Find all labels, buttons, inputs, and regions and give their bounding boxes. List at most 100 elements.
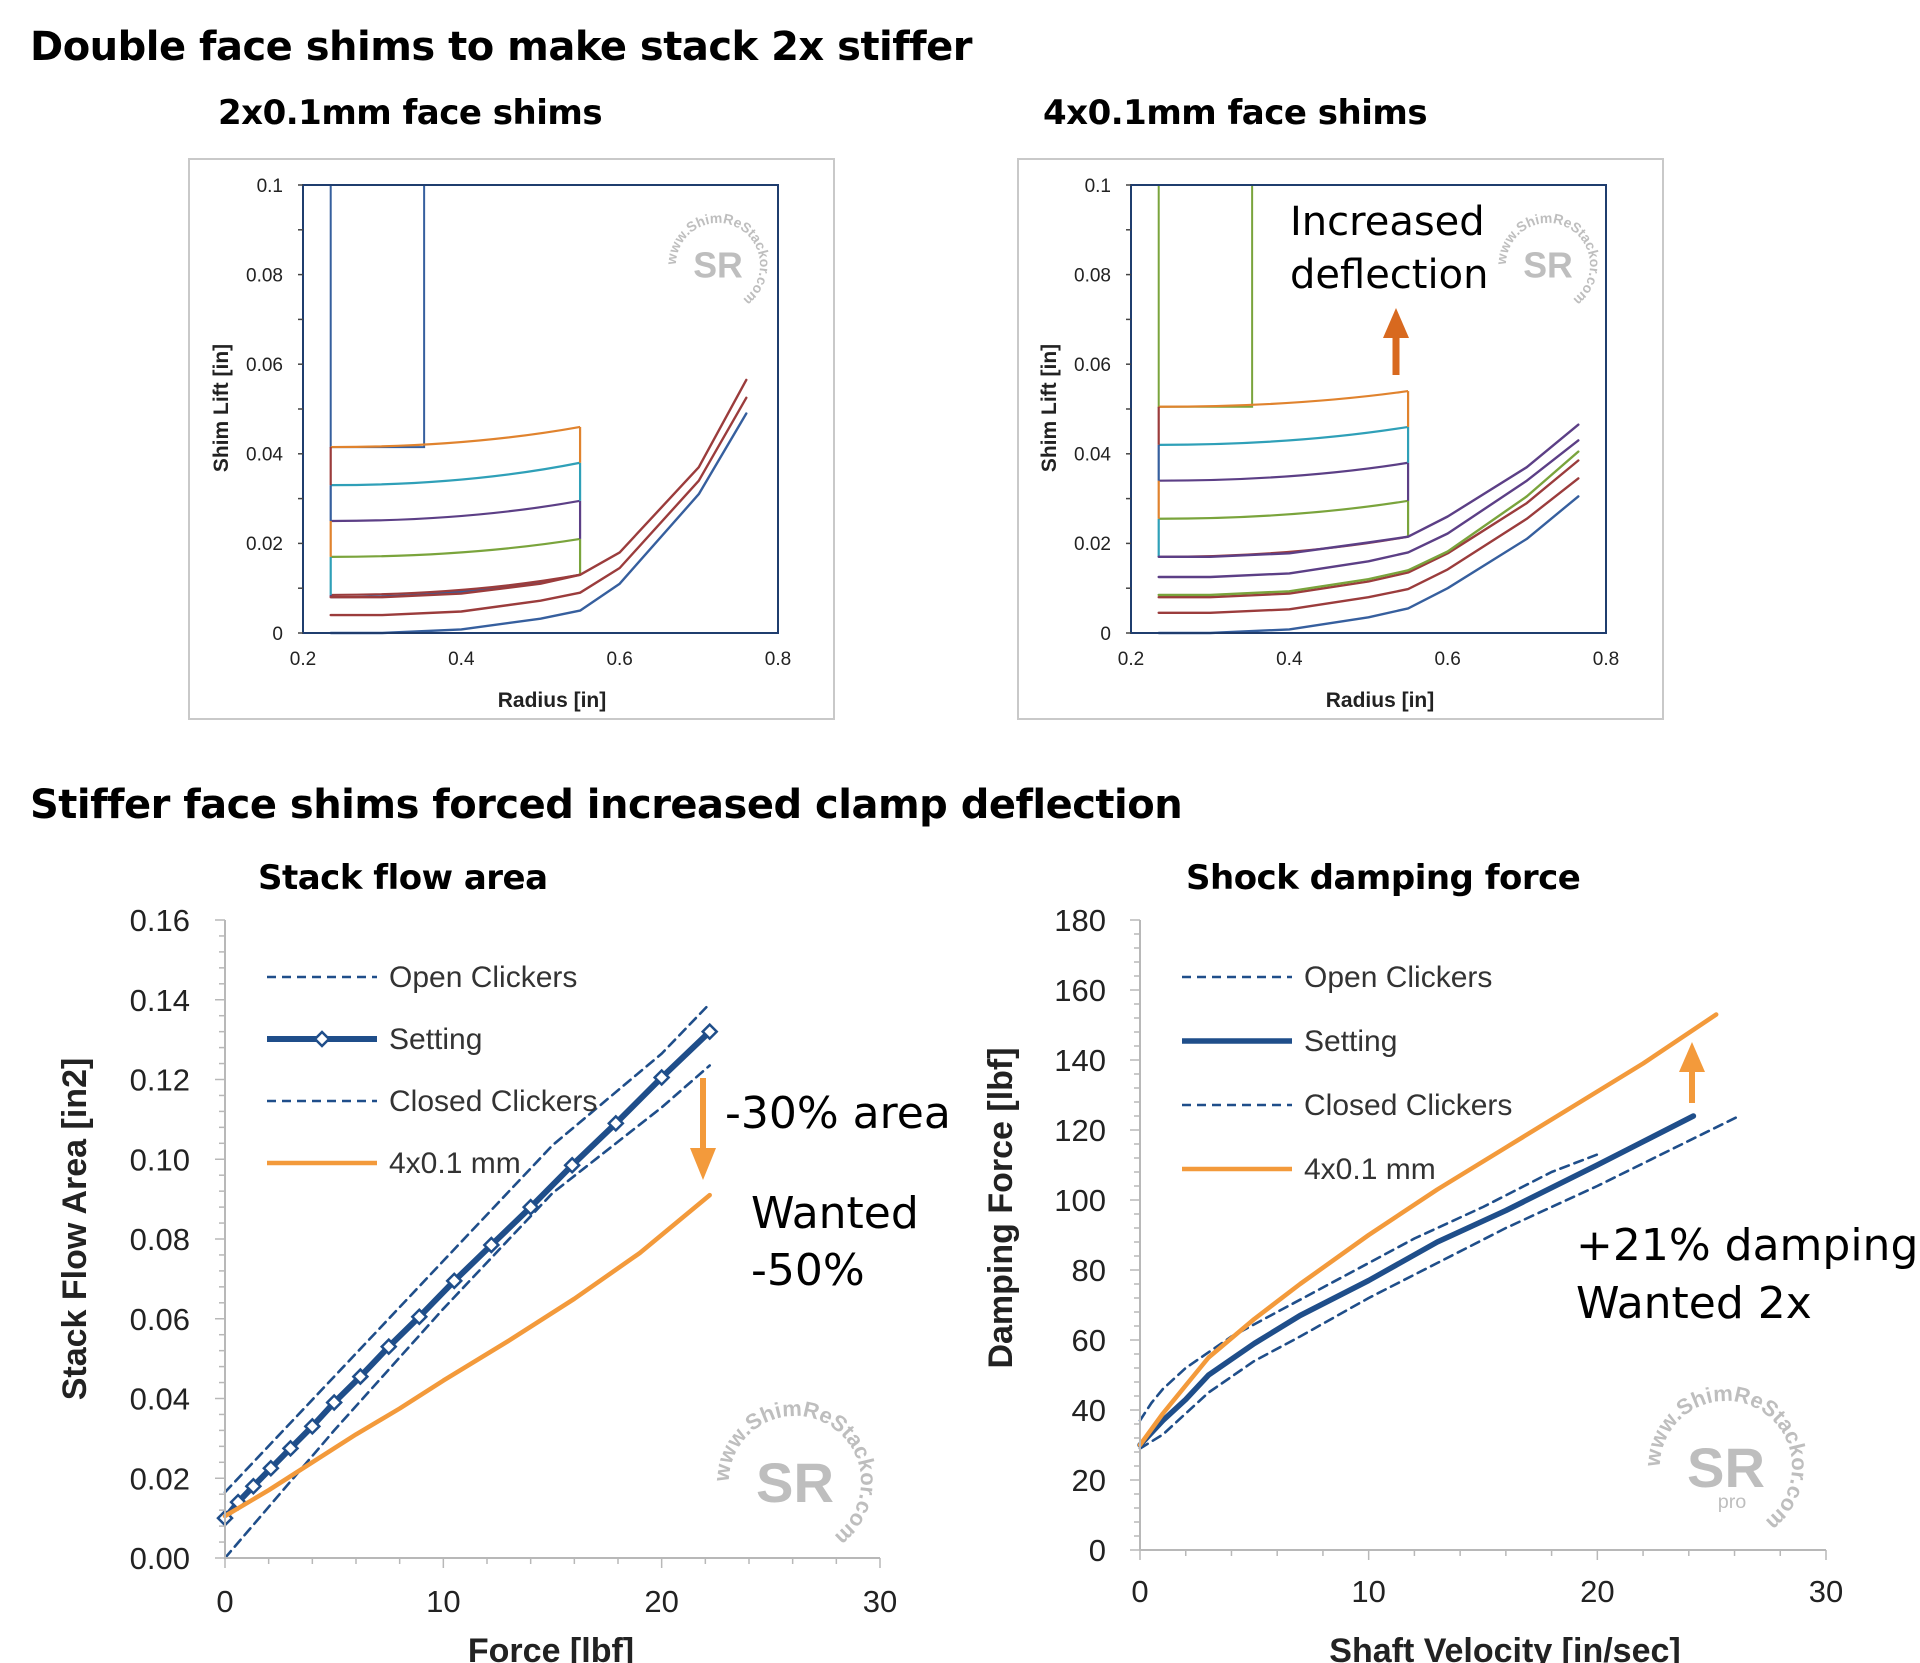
flow-area-marker	[445, 1272, 464, 1290]
shim-2x-face-shim	[330, 537, 581, 558]
flow-area-marker	[652, 1068, 671, 1087]
flow-area-x-tick-label: 30	[863, 1584, 897, 1619]
flow-area-marker	[410, 1307, 429, 1326]
flow-area-y-tick-label: 0.02	[130, 1461, 190, 1496]
damping-force-xlabel: Shaft Velocity [in/sec]	[1329, 1632, 1680, 1663]
area-arrow	[690, 1078, 716, 1180]
bottom-heading: Stiffer face shims forced increased clam…	[30, 782, 1183, 828]
flow-area-x-tick-label: 10	[426, 1584, 460, 1619]
flow-area-chart: 0 10 20 30 0.00 0.02 0.04 0.06 0.08 0.10 0.12 0.14 0…	[56, 903, 951, 1663]
flow-area-marker	[325, 1393, 343, 1412]
flow-area-series-open-clickers	[223, 1002, 712, 1494]
shim-4x-series-shim-3	[1157, 459, 1580, 599]
wanted-2x-annotation: Wanted 2x	[1576, 1278, 1812, 1329]
shim-4x-face-shim	[1158, 425, 1409, 446]
flow-area-marker	[262, 1459, 280, 1478]
shim-4x-face-shim	[1158, 389, 1409, 408]
damping-force-series-4x0-1-mm	[1137, 1012, 1719, 1448]
damping-force-series-open-clickers	[1138, 1153, 1599, 1422]
damping-force-y-tick-label: 160	[1054, 973, 1106, 1008]
shim-4x-y-tick-label: 0.08	[1074, 265, 1111, 286]
flow-area-y-tick-label: 0.16	[130, 903, 190, 938]
shim-2x-x-tick-label: 0.4	[448, 649, 475, 670]
shim-4x-title: 4x0.1mm face shims	[1043, 93, 1428, 133]
shim-2x-x-tick-label: 0.6	[606, 649, 632, 670]
shim-2x-y-tick-label: 0.1	[257, 176, 283, 197]
damping-force-chart: 0 10 20 30 0 20 40 60 80 100 120 140 160 180 Open Cli…	[982, 903, 1918, 1663]
damping-force-title: Shock damping force	[1186, 858, 1581, 898]
shim-2x-y-tick-label: 0.08	[246, 265, 283, 286]
shim-2x-y-tick-label: 0.06	[246, 355, 283, 376]
increased-deflection-arrow	[1383, 308, 1409, 375]
flow-area-legend-label: Closed Clickers	[389, 1085, 597, 1118]
damping-force-x-tick-label: 0	[1131, 1574, 1148, 1609]
damping-arrow	[1679, 1042, 1705, 1103]
increased-deflection-annotation: Increased deflection	[1290, 199, 1497, 298]
flow-area-marker	[482, 1236, 501, 1254]
flow-area-y-tick-label: 0.04	[130, 1382, 190, 1417]
shim-4x-clamp	[1157, 185, 1254, 408]
sr-logo: SR	[1523, 246, 1573, 286]
shim-2x-frame	[188, 158, 835, 720]
flow-area-y-tick-label: 0.06	[130, 1302, 190, 1337]
flow-area-ylabel: Stack Flow Area [in2]	[56, 1058, 94, 1401]
flow-area-marker	[700, 1022, 719, 1041]
shim-2x-series-shim-2	[329, 396, 748, 617]
shim-4x-x-tick-label: 0.8	[1593, 649, 1619, 670]
shim-4x-x-tick-label: 0.4	[1276, 649, 1303, 670]
flow-area-series-closed-clickers	[223, 1064, 712, 1560]
flow-area-marker	[379, 1337, 398, 1356]
damping-force-x-tick-label: 20	[1580, 1574, 1614, 1609]
flow-area-marker	[281, 1439, 300, 1458]
damping-force-y-tick-label: 180	[1054, 903, 1106, 938]
flow-area-x-tick-label: 20	[644, 1584, 678, 1619]
shim-4x-frame	[1017, 158, 1664, 720]
flow-area-title: Stack flow area	[258, 858, 548, 898]
area-change-annotation: -30% area	[725, 1088, 951, 1139]
shim-2x-x-tick-label: 0.8	[765, 649, 791, 670]
damping-force-legend-label: Closed Clickers	[1304, 1089, 1512, 1122]
damping-force-y-tick-label: 100	[1054, 1183, 1106, 1218]
shim-4x-x-tick-label: 0.6	[1434, 649, 1460, 670]
damping-force-legend-label: Open Clickers	[1304, 961, 1492, 994]
shim-4x-series-shim-4	[1157, 450, 1580, 597]
sr-logo: SR	[756, 1451, 834, 1514]
wanted-annotation: Wanted	[751, 1188, 919, 1239]
damping-force-series-setting	[1137, 1113, 1697, 1448]
damping-force-legend-label: 4x0.1 mm	[1304, 1153, 1436, 1186]
flow-area-legend-marker	[313, 1030, 331, 1048]
shim-2x-chart: 0.2 0.4 0.6 0.8 0 0.02 0.04 0.06 0.08 0.1 Radius …	[210, 176, 791, 712]
flow-area-marker	[244, 1477, 263, 1495]
shim-2x-y-tick-label: 0.04	[246, 445, 283, 466]
flow-area-y-tick-label: 0.14	[130, 983, 190, 1018]
damping-force-y-tick-label: 0	[1089, 1533, 1106, 1568]
shim-4x-y-tick-label: 0.02	[1074, 534, 1111, 555]
shim-4x-xlabel: Radius [in]	[1326, 689, 1435, 712]
flow-area-marker	[563, 1156, 581, 1174]
sr-logo: SR	[693, 246, 743, 286]
shim-4x-chart: 0.2 0.4 0.6 0.8 0 0.02 0.04 0.06 0.08 0.1 Radius …	[1038, 176, 1619, 712]
damping-force-y-tick-label: 120	[1054, 1113, 1106, 1148]
damping-force-x-tick-label: 30	[1809, 1574, 1843, 1609]
flow-area-xlabel: Force [lbf]	[468, 1632, 634, 1663]
flow-area-marker	[521, 1198, 540, 1216]
damping-force-x-tick-label: 10	[1351, 1574, 1385, 1609]
shim-4x-face-shim	[1158, 499, 1409, 520]
pro-label: pro	[1718, 1491, 1747, 1513]
top-heading: Double face shims to make stack 2x stiff…	[30, 24, 972, 70]
shim-4x-y-tick-label: 0.1	[1085, 176, 1111, 197]
flow-area-y-tick-label: 0.00	[130, 1541, 190, 1576]
shim-2x-x-tick-label: 0.2	[290, 649, 316, 670]
damping-force-y-tick-label: 60	[1072, 1323, 1106, 1358]
flow-area-y-tick-label: 0.12	[130, 1063, 190, 1098]
flow-area-x-tick-label: 0	[216, 1584, 233, 1619]
shim-4x-y-tick-label: 0.06	[1074, 355, 1111, 376]
shim-2x-face-shim	[330, 461, 581, 487]
flow-area-legend-label: Open Clickers	[389, 961, 577, 994]
damping-force-y-tick-label: 20	[1072, 1463, 1106, 1498]
